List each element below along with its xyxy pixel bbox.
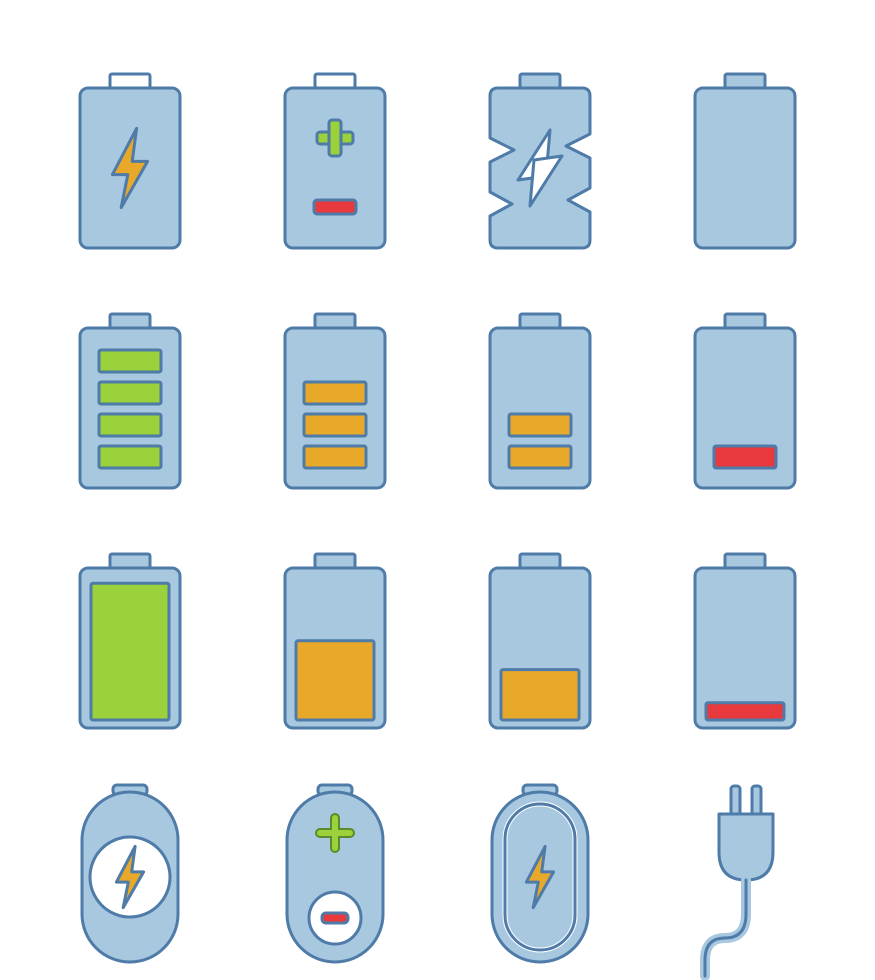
battery-plus-minus: [263, 60, 408, 260]
battery-rounded-bolt-icon: [60, 780, 200, 980]
battery-charging-bolt-icon: [60, 60, 200, 260]
battery-fill-full: [58, 540, 203, 740]
battery-charging-bolt: [58, 60, 203, 260]
battery-empty: [673, 60, 818, 260]
battery-fill-low-icon: [675, 540, 815, 740]
battery-rounded-bolt: [58, 780, 203, 980]
battery-polarity: [263, 780, 408, 980]
battery-broken: [468, 60, 613, 260]
power-plug-icon: [675, 780, 815, 980]
battery-fill-60: [263, 540, 408, 740]
battery-plus-minus-icon: [265, 60, 405, 260]
battery-outline-bolt: [468, 780, 613, 980]
battery-bars-2-icon: [470, 300, 610, 500]
battery-fill-35: [468, 540, 613, 740]
battery-outline-bolt-icon: [470, 780, 610, 980]
battery-bars-3: [263, 300, 408, 500]
power-plug: [673, 780, 818, 980]
battery-bars-1-icon: [675, 300, 815, 500]
battery-bars-1: [673, 300, 818, 500]
battery-fill-35-icon: [470, 540, 610, 740]
battery-fill-60-icon: [265, 540, 405, 740]
battery-broken-icon: [470, 60, 610, 260]
battery-bars-4-icon: [60, 300, 200, 500]
battery-bars-2: [468, 300, 613, 500]
battery-bars-3-icon: [265, 300, 405, 500]
battery-polarity-icon: [265, 780, 405, 980]
battery-empty-icon: [675, 60, 815, 260]
battery-icon-grid: [58, 60, 818, 920]
battery-fill-low: [673, 540, 818, 740]
battery-fill-full-icon: [60, 540, 200, 740]
battery-bars-4: [58, 300, 203, 500]
